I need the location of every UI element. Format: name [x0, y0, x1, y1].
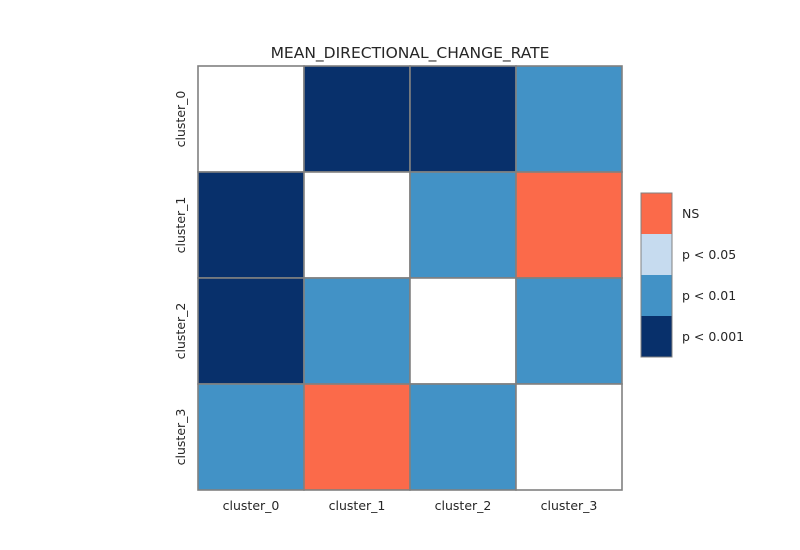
heatmap-cell-r3-c2 — [409, 383, 517, 491]
x-tick-label: cluster_2 — [435, 498, 492, 513]
heatmap-cell-r1-c2 — [409, 171, 517, 279]
legend-label: p < 0.001 — [682, 329, 744, 344]
legend-label: NS — [682, 206, 699, 221]
y-tick-label: cluster_3 — [173, 409, 188, 466]
heatmap-cell-r1-c0 — [197, 171, 305, 279]
legend-swatch — [641, 275, 672, 316]
legend-label: p < 0.05 — [682, 247, 736, 262]
heatmap-cell-r0-c1 — [303, 65, 411, 173]
legend-swatch — [641, 316, 672, 357]
heatmap-cell-r2-c0 — [197, 277, 305, 385]
heatmap-cell-r1-c3 — [515, 171, 623, 279]
y-tick-label: cluster_2 — [173, 303, 188, 360]
heatmap-cell-r0-c2 — [409, 65, 517, 173]
y-tick-label: cluster_0 — [173, 91, 188, 148]
heatmap-cell-r3-c3 — [515, 383, 623, 491]
x-axis-tick-labels: cluster_0 cluster_1 cluster_2 cluster_3 — [223, 498, 598, 513]
legend: NS p < 0.05 p < 0.01 p < 0.001 — [640, 192, 744, 358]
y-tick-label: cluster_1 — [173, 197, 188, 254]
legend-label: p < 0.01 — [682, 288, 736, 303]
chart-title: MEAN_DIRECTIONAL_CHANGE_RATE — [271, 44, 550, 63]
heatmap-cell-r3-c1 — [303, 383, 411, 491]
heatmap-cells — [197, 65, 623, 491]
legend-swatch — [641, 193, 672, 234]
heatmap-cell-r2-c3 — [515, 277, 623, 385]
heatmap-cell-r2-c2 — [409, 277, 517, 385]
heatmap-cell-r3-c0 — [197, 383, 305, 491]
heatmap-cell-r2-c1 — [303, 277, 411, 385]
heatmap-cell-r1-c1 — [303, 171, 411, 279]
heatmap-cell-r0-c3 — [515, 65, 623, 173]
legend-swatch — [641, 234, 672, 275]
heatmap-cell-r0-c0 — [197, 65, 305, 173]
x-tick-label: cluster_3 — [541, 498, 598, 513]
x-tick-label: cluster_0 — [223, 498, 280, 513]
x-tick-label: cluster_1 — [329, 498, 386, 513]
y-axis-tick-labels: cluster_0 cluster_1 cluster_2 cluster_3 — [173, 91, 188, 466]
legend-border — [640, 192, 673, 358]
